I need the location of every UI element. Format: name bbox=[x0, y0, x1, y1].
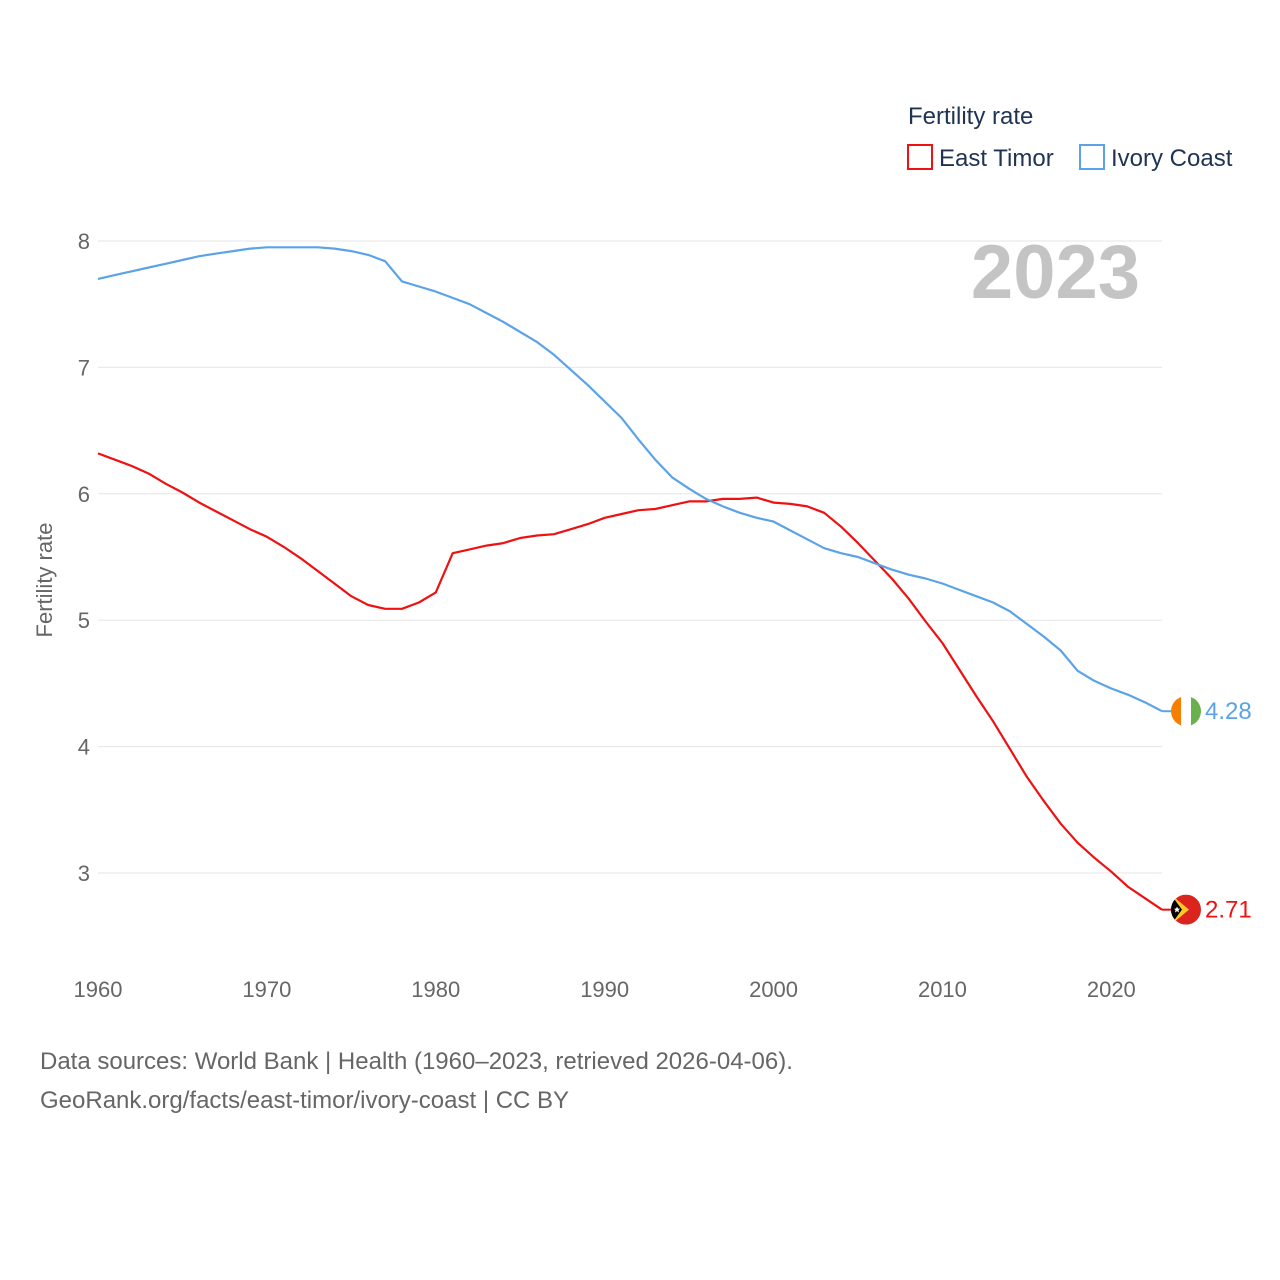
y-tick-label-5: 5 bbox=[78, 608, 90, 633]
x-tick-label-1960: 1960 bbox=[74, 977, 123, 1002]
footer: Data sources: World Bank | Health (1960–… bbox=[40, 1042, 793, 1120]
x-tick-label-1990: 1990 bbox=[580, 977, 629, 1002]
end-value-east-timor: 2.71 bbox=[1205, 897, 1252, 924]
y-axis-title: Fertility rate bbox=[32, 523, 57, 638]
x-tick-label-2020: 2020 bbox=[1087, 977, 1136, 1002]
end-value-ivory-coast: 4.28 bbox=[1205, 698, 1252, 725]
y-tick-label-4: 4 bbox=[78, 735, 90, 760]
x-tick-label-2010: 2010 bbox=[918, 977, 967, 1002]
legend-swatch-east-timor bbox=[907, 144, 933, 170]
legend-item-ivory-coast[interactable]: Ivory Coast bbox=[1079, 144, 1233, 172]
y-tick-label-3: 3 bbox=[78, 861, 90, 886]
legend: Fertility rate East Timor Ivory Coast bbox=[907, 103, 1233, 172]
legend-item-east-timor[interactable]: East Timor bbox=[907, 144, 1054, 172]
x-tick-label-1970: 1970 bbox=[242, 977, 291, 1002]
ivory-coast-flag-icon bbox=[1171, 696, 1201, 727]
y-tick-label-6: 6 bbox=[78, 482, 90, 507]
series-lines bbox=[97, 246, 1172, 911]
east-timor-flag-icon bbox=[1171, 894, 1201, 925]
x-tick-label-1980: 1980 bbox=[411, 977, 460, 1002]
data-source-note: Data sources: World Bank | Health (1960–… bbox=[40, 1048, 793, 1075]
legend-label-ivory-coast: Ivory Coast bbox=[1111, 145, 1233, 172]
fertility-rate-chart: 3 4 5 6 7 8 1960 1970 1980 1990 2000 2010 2020 Fert… bbox=[32, 103, 1252, 1002]
x-axis-ticks: 1960 1970 1980 1990 2000 2010 2020 bbox=[74, 977, 1136, 1002]
y-tick-label-8: 8 bbox=[78, 229, 90, 254]
grid-lines bbox=[98, 240, 1162, 874]
series-line-ivory-coast[interactable] bbox=[97, 246, 1163, 713]
y-tick-label-7: 7 bbox=[78, 355, 90, 380]
source-link[interactable]: GeoRank.org/facts/east-timor/ivory-coast… bbox=[40, 1087, 570, 1114]
x-tick-label-2000: 2000 bbox=[749, 977, 798, 1002]
legend-title: Fertility rate bbox=[908, 103, 1033, 130]
legend-swatch-ivory-coast bbox=[1079, 144, 1105, 170]
legend-label-east-timor: East Timor bbox=[939, 145, 1054, 172]
year-label: 2023 bbox=[971, 230, 1140, 315]
series-line-east-timor[interactable] bbox=[97, 452, 1163, 911]
y-axis-ticks: 3 4 5 6 7 8 bbox=[78, 229, 90, 886]
